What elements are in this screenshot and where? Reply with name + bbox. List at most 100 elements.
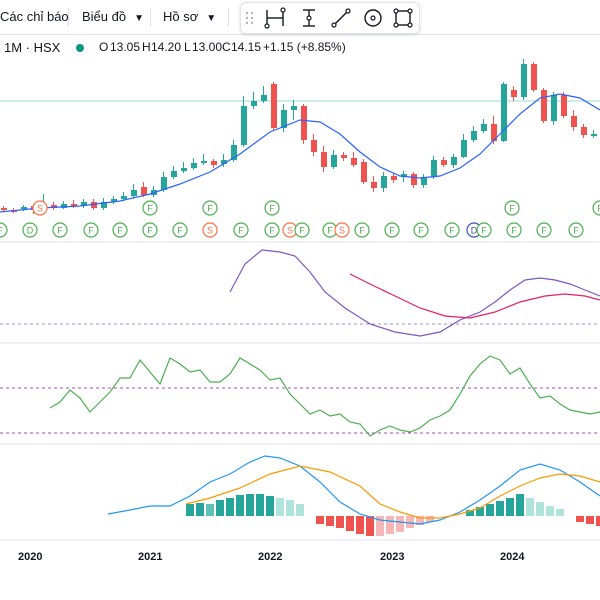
event-marker-circle [413, 222, 429, 238]
candle [51, 202, 57, 210]
event-marker-circle [568, 222, 584, 238]
candle-body [421, 177, 427, 185]
event-marker-letter: F [207, 204, 213, 214]
event-marker-s: S [32, 200, 48, 216]
date-range-icon[interactable] [297, 6, 321, 30]
event-marker-circle [142, 222, 158, 238]
rsi-pane [0, 249, 600, 337]
macd-histogram-bar [366, 516, 374, 536]
macd-histogram-bar [346, 516, 354, 531]
candle [531, 62, 537, 92]
event-marker-letter: S [339, 226, 345, 236]
candle-body [521, 64, 527, 97]
open-label: O [99, 40, 109, 54]
candle-body [371, 182, 377, 188]
event-marker-d: D [22, 222, 38, 238]
candle-body [471, 131, 477, 140]
candle-body [391, 176, 397, 180]
event-marker-circle [83, 222, 99, 238]
candle-body [221, 160, 227, 164]
macd-histogram-bar [496, 501, 504, 516]
event-marker-f: F [83, 222, 99, 238]
event-marker-circle [592, 200, 600, 216]
event-marker-letter: F [509, 204, 515, 214]
event-marker-letter: F [359, 226, 365, 236]
event-marker-circle [334, 222, 350, 238]
event-marker-circle [172, 222, 188, 238]
profile-menu-button[interactable]: Hồ sơ ▼ [163, 0, 216, 34]
candle [571, 110, 577, 131]
candle-body [461, 140, 467, 157]
circle-target-icon[interactable] [361, 6, 385, 30]
event-marker-letter: F [0, 226, 3, 236]
candle [81, 199, 87, 208]
low-label: L [184, 40, 191, 54]
symbol-interval[interactable]: 1M · HSX [4, 40, 61, 55]
event-marker-f: F [568, 222, 584, 238]
candle [251, 92, 257, 109]
macd-histogram-bar [406, 516, 414, 528]
macd-histogram-bar [326, 516, 334, 526]
macd-histogram-bar [336, 516, 344, 528]
rectangle-icon[interactable] [391, 6, 415, 30]
stochastic-pane [0, 355, 600, 437]
candle [521, 59, 527, 100]
candle-body [271, 84, 277, 128]
event-marker-letter: F [117, 226, 123, 236]
chart-area[interactable]: SFFFFFFDFFFFFSFFSFFSFFFFDFFFF 2020 2021 … [0, 34, 600, 600]
drag-handle-icon[interactable] [245, 11, 255, 25]
candle-body [91, 202, 97, 208]
chart-menu-button[interactable]: Biểu đồ ▼ [82, 0, 144, 34]
candle-body [161, 177, 167, 190]
candle-body [301, 106, 307, 140]
x-axis-label: 2023 [380, 551, 404, 563]
event-marker-circle [444, 222, 460, 238]
event-marker-f: F [536, 222, 552, 238]
candle-body [171, 171, 177, 177]
candle-body [181, 168, 187, 171]
candle-body [441, 160, 447, 165]
macd-histogram-bar [356, 516, 364, 534]
macd-histogram-bar [556, 509, 564, 516]
event-marker-letter: D [27, 226, 34, 236]
candle-body [541, 90, 547, 121]
low-value: 13.00 [192, 40, 223, 54]
candle-body [361, 162, 367, 182]
trend-line-icon[interactable] [329, 6, 353, 30]
candle-body [511, 90, 517, 97]
candle [331, 150, 337, 169]
event-marker-circle [32, 200, 48, 216]
candle-body [251, 101, 257, 106]
indicators-button[interactable]: Các chỉ báo [0, 0, 69, 34]
event-marker-f: F [233, 222, 249, 238]
event-marker-letter: F [481, 226, 487, 236]
candle-body [261, 95, 267, 101]
event-marker-circle [142, 200, 158, 216]
candle [291, 100, 297, 120]
candle [351, 152, 357, 167]
toolbar-divider [228, 8, 229, 26]
event-marker-circle [476, 222, 492, 238]
candle [431, 156, 437, 179]
candle [271, 82, 277, 130]
candle [581, 124, 587, 138]
event-marker-letter: F [147, 226, 153, 236]
pane-backgrounds [0, 241, 600, 541]
candle [511, 86, 517, 101]
event-marker-circle [294, 222, 310, 238]
candle [561, 92, 567, 118]
macd-histogram-bar [276, 498, 284, 516]
event-marker-f: F [142, 222, 158, 238]
macd-histogram-bar [576, 516, 584, 522]
macd-histogram-bar [596, 516, 600, 526]
candle-body [581, 127, 587, 135]
event-marker-f: F [444, 222, 460, 238]
macd-histogram-bar [396, 516, 404, 532]
rsi-ma-line [349, 273, 600, 319]
macd-histogram-bar [516, 494, 524, 516]
event-marker-f: F [202, 200, 218, 216]
line-segment-icon[interactable] [263, 6, 287, 30]
candle [421, 174, 427, 188]
moving-average-line [0, 93, 600, 213]
event-marker-f: F [264, 222, 280, 238]
